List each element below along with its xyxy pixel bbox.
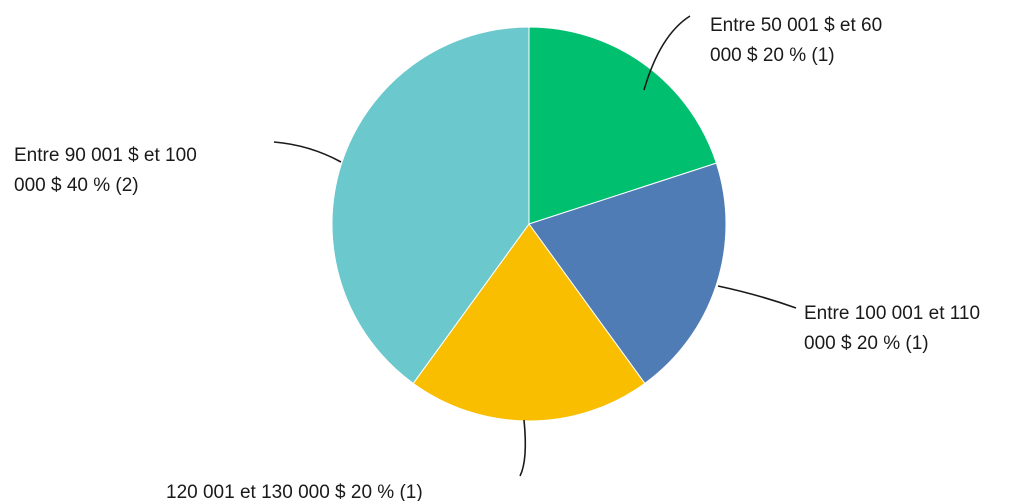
slice-label-4-line-1: Entre 90 001 $ et 100 [14, 145, 197, 166]
leader-line-4 [273, 141, 342, 163]
pie-slice-3 [412, 223, 646, 422]
pie-slices [331, 26, 727, 422]
pie-slice-4 [331, 26, 530, 385]
leader-line-3 [519, 419, 527, 477]
leader-line-2 [717, 285, 797, 309]
pie-slice-1 [528, 26, 717, 225]
slice-label-4-line-2: 000 $ 40 % (2) [14, 175, 139, 196]
slice-label-3-line-1: 120 001 et 130 000 $ 20 % (1) [166, 482, 423, 501]
pie-slice-2 [528, 162, 727, 385]
slice-labels: Entre 50 001 $ et 60 000 $ 20 % (1) Entre … [14, 15, 980, 501]
slice-label-1-line-1: Entre 50 001 $ et 60 [710, 15, 882, 36]
slice-label-1-line-2: 000 $ 20 % (1) [710, 45, 835, 66]
leader-lines [273, 15, 797, 477]
slice-label-2-line-2: 000 $ 20 % (1) [804, 333, 929, 354]
slice-label-2-line-1: Entre 100 001 et 110 [804, 303, 980, 324]
leader-line-1 [643, 15, 691, 91]
